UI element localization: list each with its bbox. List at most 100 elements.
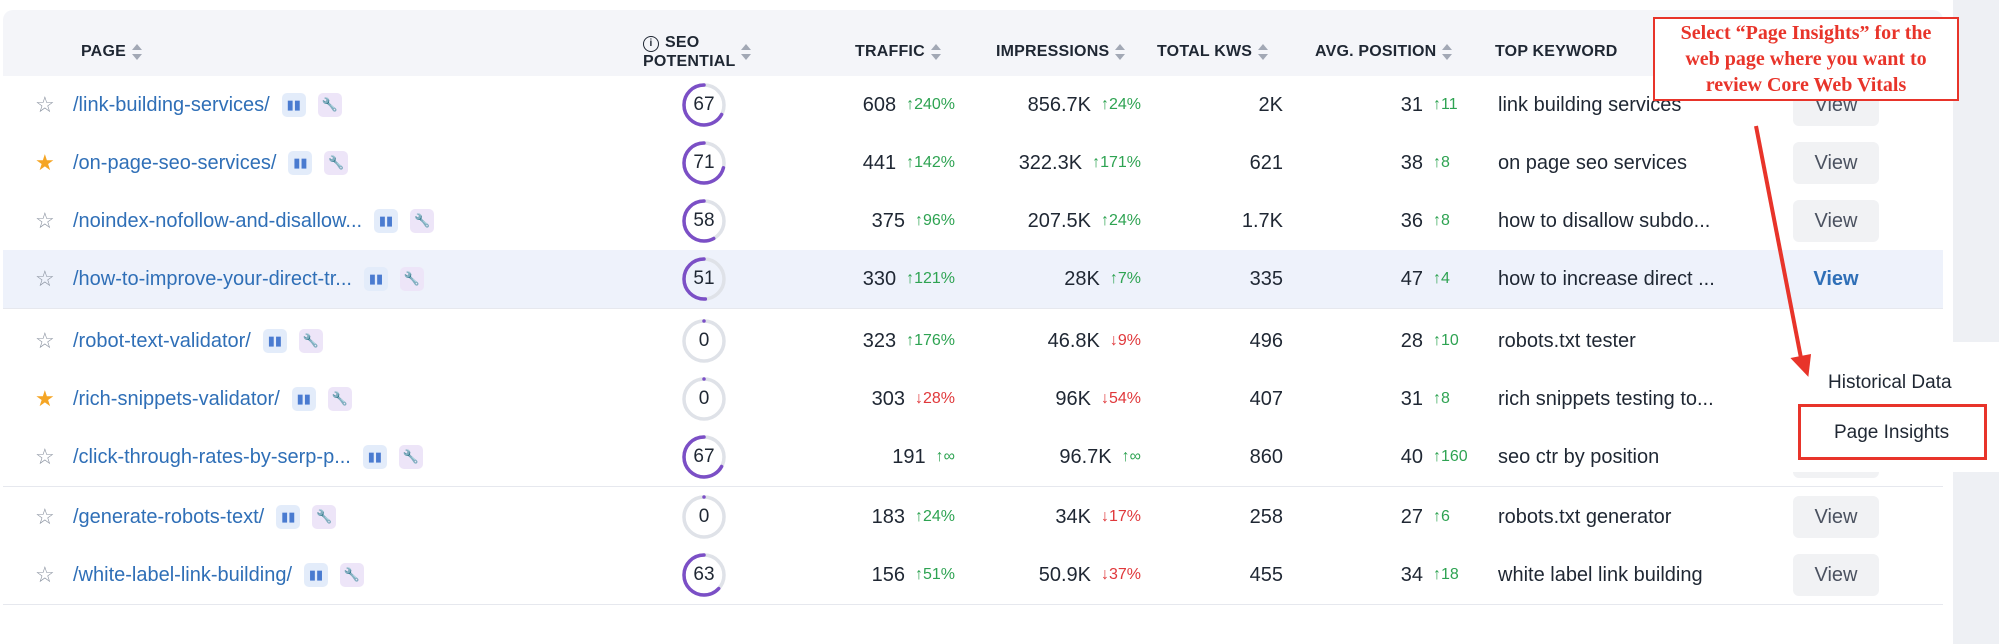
impressions-value: 207.5K <box>1027 209 1091 232</box>
bar-chart-icon[interactable]: ▮▮ <box>276 505 301 529</box>
wrench-icon[interactable]: 🔧 <box>399 267 424 291</box>
traffic-cell: 156 ↑51% <box>783 546 955 604</box>
bar-chart-icon[interactable]: ▮▮ <box>288 151 313 175</box>
page-url-link[interactable]: /generate-robots-text/ ▮▮ 🔧 <box>73 488 337 546</box>
star-icon[interactable]: ☆ <box>35 208 55 233</box>
sort-icon[interactable] <box>930 43 941 61</box>
page-url[interactable]: /on-page-seo-services/ <box>73 151 277 174</box>
star-icon[interactable]: ☆ <box>35 328 55 353</box>
column-header-total-kws[interactable]: TOTAL KWS <box>1157 10 1269 94</box>
view-button[interactable]: View <box>1793 496 1879 538</box>
traffic-delta: ↑121% <box>906 270 955 287</box>
table-row[interactable]: ☆ /click-through-rates-by-serp-p... ▮▮ 🔧… <box>3 428 1943 487</box>
total-kws-value: 1.7K <box>1241 209 1283 232</box>
star-icon[interactable]: ☆ <box>35 562 55 587</box>
wrench-icon[interactable]: 🔧 <box>317 93 342 117</box>
bar-chart-icon[interactable]: ▮▮ <box>281 93 306 117</box>
traffic-cell: 608 ↑240% <box>783 76 955 134</box>
view-button[interactable]: View <box>1813 267 1859 290</box>
table-row[interactable]: ☆ /link-building-services/ ▮▮ 🔧 67 608 ↑… <box>3 76 1943 135</box>
star-icon[interactable]: ☆ <box>35 504 55 529</box>
table-row[interactable]: ☆ /robot-text-validator/ ▮▮ 🔧 0 323 ↑176… <box>3 312 1943 371</box>
traffic-value: 323 <box>862 329 897 352</box>
sort-icon[interactable] <box>741 43 752 61</box>
view-button[interactable]: View <box>1793 554 1879 596</box>
bar-chart-icon[interactable]: ▮▮ <box>363 267 388 291</box>
impressions-cell: 96K ↓54% <box>963 370 1141 428</box>
view-button[interactable]: View <box>1793 200 1879 242</box>
wrench-icon[interactable]: 🔧 <box>312 505 337 529</box>
page-url[interactable]: /robot-text-validator/ <box>73 329 251 352</box>
star-icon[interactable]: ☆ <box>35 444 55 469</box>
page-url-link[interactable]: /noindex-nofollow-and-disallow... ▮▮ 🔧 <box>73 192 435 250</box>
column-header-page[interactable]: PAGE <box>81 10 142 94</box>
table-row[interactable]: ☆ /generate-robots-text/ ▮▮ 🔧 0 183 ↑24%… <box>3 488 1943 547</box>
menu-item-page-insights[interactable]: Page Insights <box>1834 422 1950 443</box>
menu-item-historical-data[interactable]: Historical Data <box>1828 372 1952 393</box>
bar-chart-icon[interactable]: ▮▮ <box>291 387 316 411</box>
wrench-icon[interactable]: 🔧 <box>327 387 352 411</box>
avg-position-cell: 38 ↑8 <box>1303 134 1473 192</box>
star-icon[interactable]: ★ <box>35 386 55 411</box>
page-url-link[interactable]: /on-page-seo-services/ ▮▮ 🔧 <box>73 134 349 192</box>
sort-icon[interactable] <box>1442 43 1453 61</box>
page-url[interactable]: /link-building-services/ <box>73 93 270 116</box>
bar-chart-icon[interactable]: ▮▮ <box>304 563 328 587</box>
column-header-seo-potential[interactable]: i SEO POTENTIAL <box>643 10 752 94</box>
star-icon[interactable]: ☆ <box>35 266 55 291</box>
info-icon[interactable]: i <box>643 35 659 52</box>
bar-chart-icon[interactable]: ▮▮ <box>374 209 399 233</box>
table-row[interactable]: ☆ /how-to-improve-your-direct-tr... ▮▮ 🔧… <box>3 250 1943 309</box>
page-url-link[interactable]: /rich-snippets-validator/ ▮▮ 🔧 <box>73 370 352 428</box>
page-url[interactable]: /click-through-rates-by-serp-p... <box>73 445 351 468</box>
page-url-link[interactable]: /how-to-improve-your-direct-tr... ▮▮ 🔧 <box>73 250 424 308</box>
table-row[interactable]: ☆ /white-label-link-building/ ▮▮ 🔧 63 15… <box>3 546 1943 605</box>
page-url[interactable]: /how-to-improve-your-direct-tr... <box>73 267 352 290</box>
column-header-avg-position[interactable]: AVG. POSITION <box>1315 10 1453 94</box>
impressions-delta: ↓9% <box>1109 332 1141 349</box>
table-row[interactable]: ★ /rich-snippets-validator/ ▮▮ 🔧 0 303 ↓… <box>3 370 1943 429</box>
top-keyword: robots.txt generator <box>1498 505 1672 528</box>
traffic-value: 330 <box>862 267 897 290</box>
star-icon[interactable]: ☆ <box>35 92 55 117</box>
impressions-value: 50.9K <box>1038 563 1091 586</box>
impressions-value: 856.7K <box>1027 93 1091 116</box>
column-header-impressions[interactable]: IMPRESSIONS <box>996 10 1126 94</box>
table-row[interactable]: ☆ /noindex-nofollow-and-disallow... ▮▮ 🔧… <box>3 192 1943 251</box>
bar-chart-icon[interactable]: ▮▮ <box>362 445 387 469</box>
wrench-icon[interactable]: 🔧 <box>410 209 435 233</box>
page-url[interactable]: /rich-snippets-validator/ <box>73 387 280 410</box>
total-kws-value: 407 <box>1249 387 1283 410</box>
wrench-icon[interactable]: 🔧 <box>398 445 423 469</box>
sort-icon[interactable] <box>1115 43 1126 61</box>
sort-icon[interactable] <box>1258 43 1269 61</box>
page-url-link[interactable]: /robot-text-validator/ ▮▮ 🔧 <box>73 312 323 370</box>
column-header-traffic[interactable]: TRAFFIC <box>855 10 941 94</box>
seo-potential-gauge: 51 <box>679 250 729 308</box>
page-url[interactable]: /white-label-link-building/ <box>73 563 292 586</box>
traffic-cell: 303 ↓28% <box>783 370 955 428</box>
table-row[interactable]: ★ /on-page-seo-services/ ▮▮ 🔧 71 441 ↑14… <box>3 134 1943 193</box>
page-url-link[interactable]: /click-through-rates-by-serp-p... ▮▮ 🔧 <box>73 428 423 486</box>
column-label: IMPRESSIONS <box>996 43 1110 60</box>
sort-icon[interactable] <box>131 43 142 61</box>
wrench-icon[interactable]: 🔧 <box>324 151 349 175</box>
annotation-callout: Select “Page Insights” for the web page … <box>1653 17 1959 101</box>
star-icon[interactable]: ★ <box>35 150 55 175</box>
page-url[interactable]: /noindex-nofollow-and-disallow... <box>73 209 363 232</box>
wrench-icon[interactable]: 🔧 <box>340 563 364 587</box>
page-url-link[interactable]: /link-building-services/ ▮▮ 🔧 <box>73 76 342 134</box>
view-button[interactable]: View <box>1793 142 1879 184</box>
column-label: TOP KEYWORD <box>1495 43 1618 60</box>
wrench-icon[interactable]: 🔧 <box>298 329 323 353</box>
page-url-link[interactable]: /white-label-link-building/ ▮▮ 🔧 <box>73 546 364 604</box>
scrollbar-track[interactable] <box>1953 0 1999 644</box>
traffic-cell: 330 ↑121% <box>783 250 955 308</box>
avg-position-value: 40 <box>1400 445 1423 468</box>
gauge-ring <box>682 199 726 243</box>
page-url[interactable]: /generate-robots-text/ <box>73 505 265 528</box>
bar-chart-icon[interactable]: ▮▮ <box>262 329 287 353</box>
avg-position-cell: 40 ↑160 <box>1303 428 1473 486</box>
top-keyword: how to increase direct ... <box>1498 267 1715 290</box>
traffic-value: 608 <box>862 93 897 116</box>
